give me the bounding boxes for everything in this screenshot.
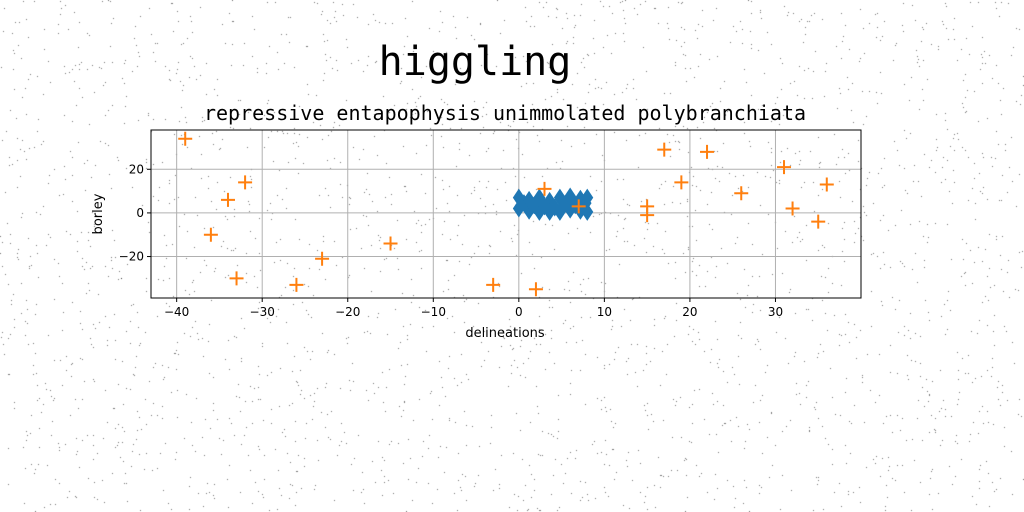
data-point	[315, 251, 330, 266]
data-point	[785, 201, 800, 216]
grid	[151, 130, 861, 298]
data-point	[734, 186, 749, 201]
y-axis-label: borley	[91, 193, 106, 234]
data-point	[777, 160, 792, 175]
x-tick-label: 0	[515, 305, 523, 319]
x-axis: −40 −30 −20 −10 0 10 20 30	[164, 298, 783, 319]
x-tick-label: −30	[250, 305, 275, 319]
data-point	[220, 192, 235, 207]
data-point	[674, 175, 689, 190]
x-tick-label: −10	[421, 305, 446, 319]
chart-suptitle: higgling	[379, 39, 572, 85]
y-tick-label: −20	[119, 250, 144, 264]
data-point	[700, 144, 715, 159]
data-point	[178, 131, 193, 146]
x-tick-label: −20	[335, 305, 360, 319]
data-point	[537, 181, 552, 196]
data-point	[571, 199, 586, 214]
data-point	[229, 271, 244, 286]
x-tick-label: 10	[597, 305, 612, 319]
data-point	[383, 236, 398, 251]
data-point	[238, 175, 253, 190]
plot-data	[178, 131, 834, 297]
series-1	[178, 131, 834, 297]
x-axis-label: delineations	[465, 326, 545, 341]
data-point	[486, 277, 501, 292]
y-tick-label: 0	[136, 206, 144, 220]
data-point	[819, 177, 834, 192]
data-point	[640, 199, 655, 214]
data-point	[581, 188, 594, 207]
data-point	[528, 282, 543, 297]
y-tick-label: 20	[129, 162, 144, 176]
y-axis: −20 0 20	[119, 162, 151, 264]
data-point	[811, 214, 826, 229]
data-point	[289, 277, 304, 292]
chart-title: repressive entapophysis unimmolated poly…	[204, 101, 806, 125]
data-point	[657, 142, 672, 157]
plot-frame	[150, 129, 862, 299]
x-tick-label: 30	[768, 305, 783, 319]
series-0	[512, 187, 594, 221]
x-tick-label: −40	[164, 305, 189, 319]
x-tick-label: 20	[682, 305, 697, 319]
data-point	[203, 227, 218, 242]
